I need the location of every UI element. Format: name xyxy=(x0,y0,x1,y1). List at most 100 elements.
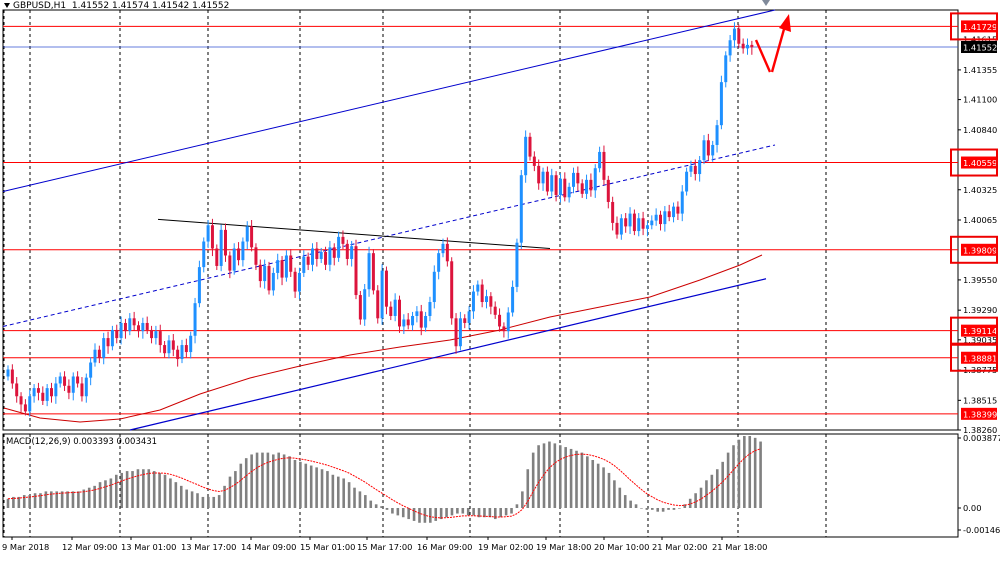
candle-body xyxy=(398,299,401,327)
macd-bar xyxy=(737,439,741,508)
candle-body xyxy=(54,383,58,397)
macd-bar xyxy=(336,476,340,508)
macd-bar xyxy=(71,491,75,508)
candle-body xyxy=(119,322,123,339)
macd-bar xyxy=(450,508,454,516)
candle-body xyxy=(606,179,610,202)
macd-bar xyxy=(299,461,302,508)
candle-body xyxy=(10,369,14,384)
macd-bar xyxy=(645,508,649,510)
moving-average-line xyxy=(3,254,763,423)
level-price-tag xyxy=(961,324,997,337)
candle-body xyxy=(384,270,388,307)
time-label: 15 Mar 17:00 xyxy=(357,542,412,552)
macd-bar xyxy=(515,504,519,508)
macd-bar xyxy=(699,487,703,508)
macd-bar xyxy=(234,471,237,508)
candle-body xyxy=(493,306,497,315)
current-price-tag xyxy=(961,40,997,53)
candle-body xyxy=(624,218,628,227)
macd-bar xyxy=(418,508,421,523)
chart-shift-marker-icon xyxy=(762,0,770,6)
price-label: 1.39290 xyxy=(963,305,997,315)
macd-bar xyxy=(82,489,86,508)
candle-body xyxy=(219,229,223,266)
macd-bar xyxy=(602,467,605,508)
candle-body xyxy=(641,218,645,229)
candle-body xyxy=(250,226,254,248)
candle-body xyxy=(50,388,53,397)
dropdown-triangle-icon[interactable] xyxy=(4,3,10,8)
macd-bar xyxy=(661,508,665,512)
time-label: 19 Mar 18:00 xyxy=(536,542,591,552)
macd-bar xyxy=(288,456,291,508)
time-label: 12 Mar 09:00 xyxy=(62,542,117,552)
macd-bar xyxy=(607,472,611,508)
candle-body xyxy=(36,388,40,393)
candle-body xyxy=(284,255,288,278)
candle-body xyxy=(545,171,549,192)
candle-body xyxy=(67,385,71,393)
macd-bar xyxy=(185,489,188,508)
candle-body xyxy=(419,311,423,328)
macd-bar xyxy=(456,508,459,514)
macd-bar xyxy=(694,493,697,508)
forecast-arrow-up xyxy=(770,21,788,73)
macd-bar xyxy=(331,474,335,508)
macd-bar xyxy=(429,508,432,523)
candle-body xyxy=(741,43,745,49)
candle-body xyxy=(158,331,162,346)
candle-body xyxy=(167,340,171,354)
candle-body xyxy=(506,312,510,332)
candle-body xyxy=(432,271,436,303)
candle-body xyxy=(106,338,110,347)
macd-layer xyxy=(6,436,762,523)
macd-bar xyxy=(499,508,502,518)
candle-body xyxy=(563,178,567,198)
candle-body xyxy=(476,284,480,292)
level-highlight-box xyxy=(950,316,998,345)
candle-body xyxy=(184,345,188,353)
macd-bar xyxy=(748,436,752,508)
candle-body xyxy=(437,253,441,272)
candle-body xyxy=(328,247,332,265)
macd-bar xyxy=(634,504,638,508)
candle-body xyxy=(63,376,67,386)
candle-body xyxy=(45,388,49,401)
macd-bar xyxy=(445,508,448,518)
candle-body xyxy=(659,214,662,225)
candle-body xyxy=(515,242,519,287)
time-label: 13 Mar 17:00 xyxy=(181,542,236,552)
candle-body xyxy=(263,265,267,282)
time-label: 14 Mar 09:00 xyxy=(241,542,296,552)
candle-body xyxy=(376,290,380,319)
candle-body xyxy=(489,296,493,307)
candle-body xyxy=(80,383,84,397)
macd-bar xyxy=(715,469,719,508)
macd-bar xyxy=(623,495,627,508)
lines-layer xyxy=(2,9,776,431)
macd-bar xyxy=(196,493,199,508)
macd-bar xyxy=(493,508,497,520)
macd-bar xyxy=(261,452,264,508)
macd-bar xyxy=(504,508,508,516)
macd-bar xyxy=(17,496,21,508)
candle-body xyxy=(654,214,658,221)
candle-body xyxy=(363,289,367,320)
macd-bar xyxy=(401,508,405,518)
candle-body xyxy=(576,172,580,184)
macd-bar xyxy=(553,443,557,508)
macd-bar xyxy=(77,491,80,508)
macd-bar xyxy=(309,465,313,508)
candle-body xyxy=(254,247,258,265)
time-label: 9 Mar 2018 xyxy=(2,542,49,552)
candle-body xyxy=(693,165,697,175)
candle-body xyxy=(637,218,641,232)
candle-body xyxy=(102,338,106,358)
candle-body xyxy=(311,248,314,265)
macd-bar xyxy=(618,487,622,508)
macd-bar xyxy=(207,496,210,508)
macd-bar xyxy=(537,445,540,508)
